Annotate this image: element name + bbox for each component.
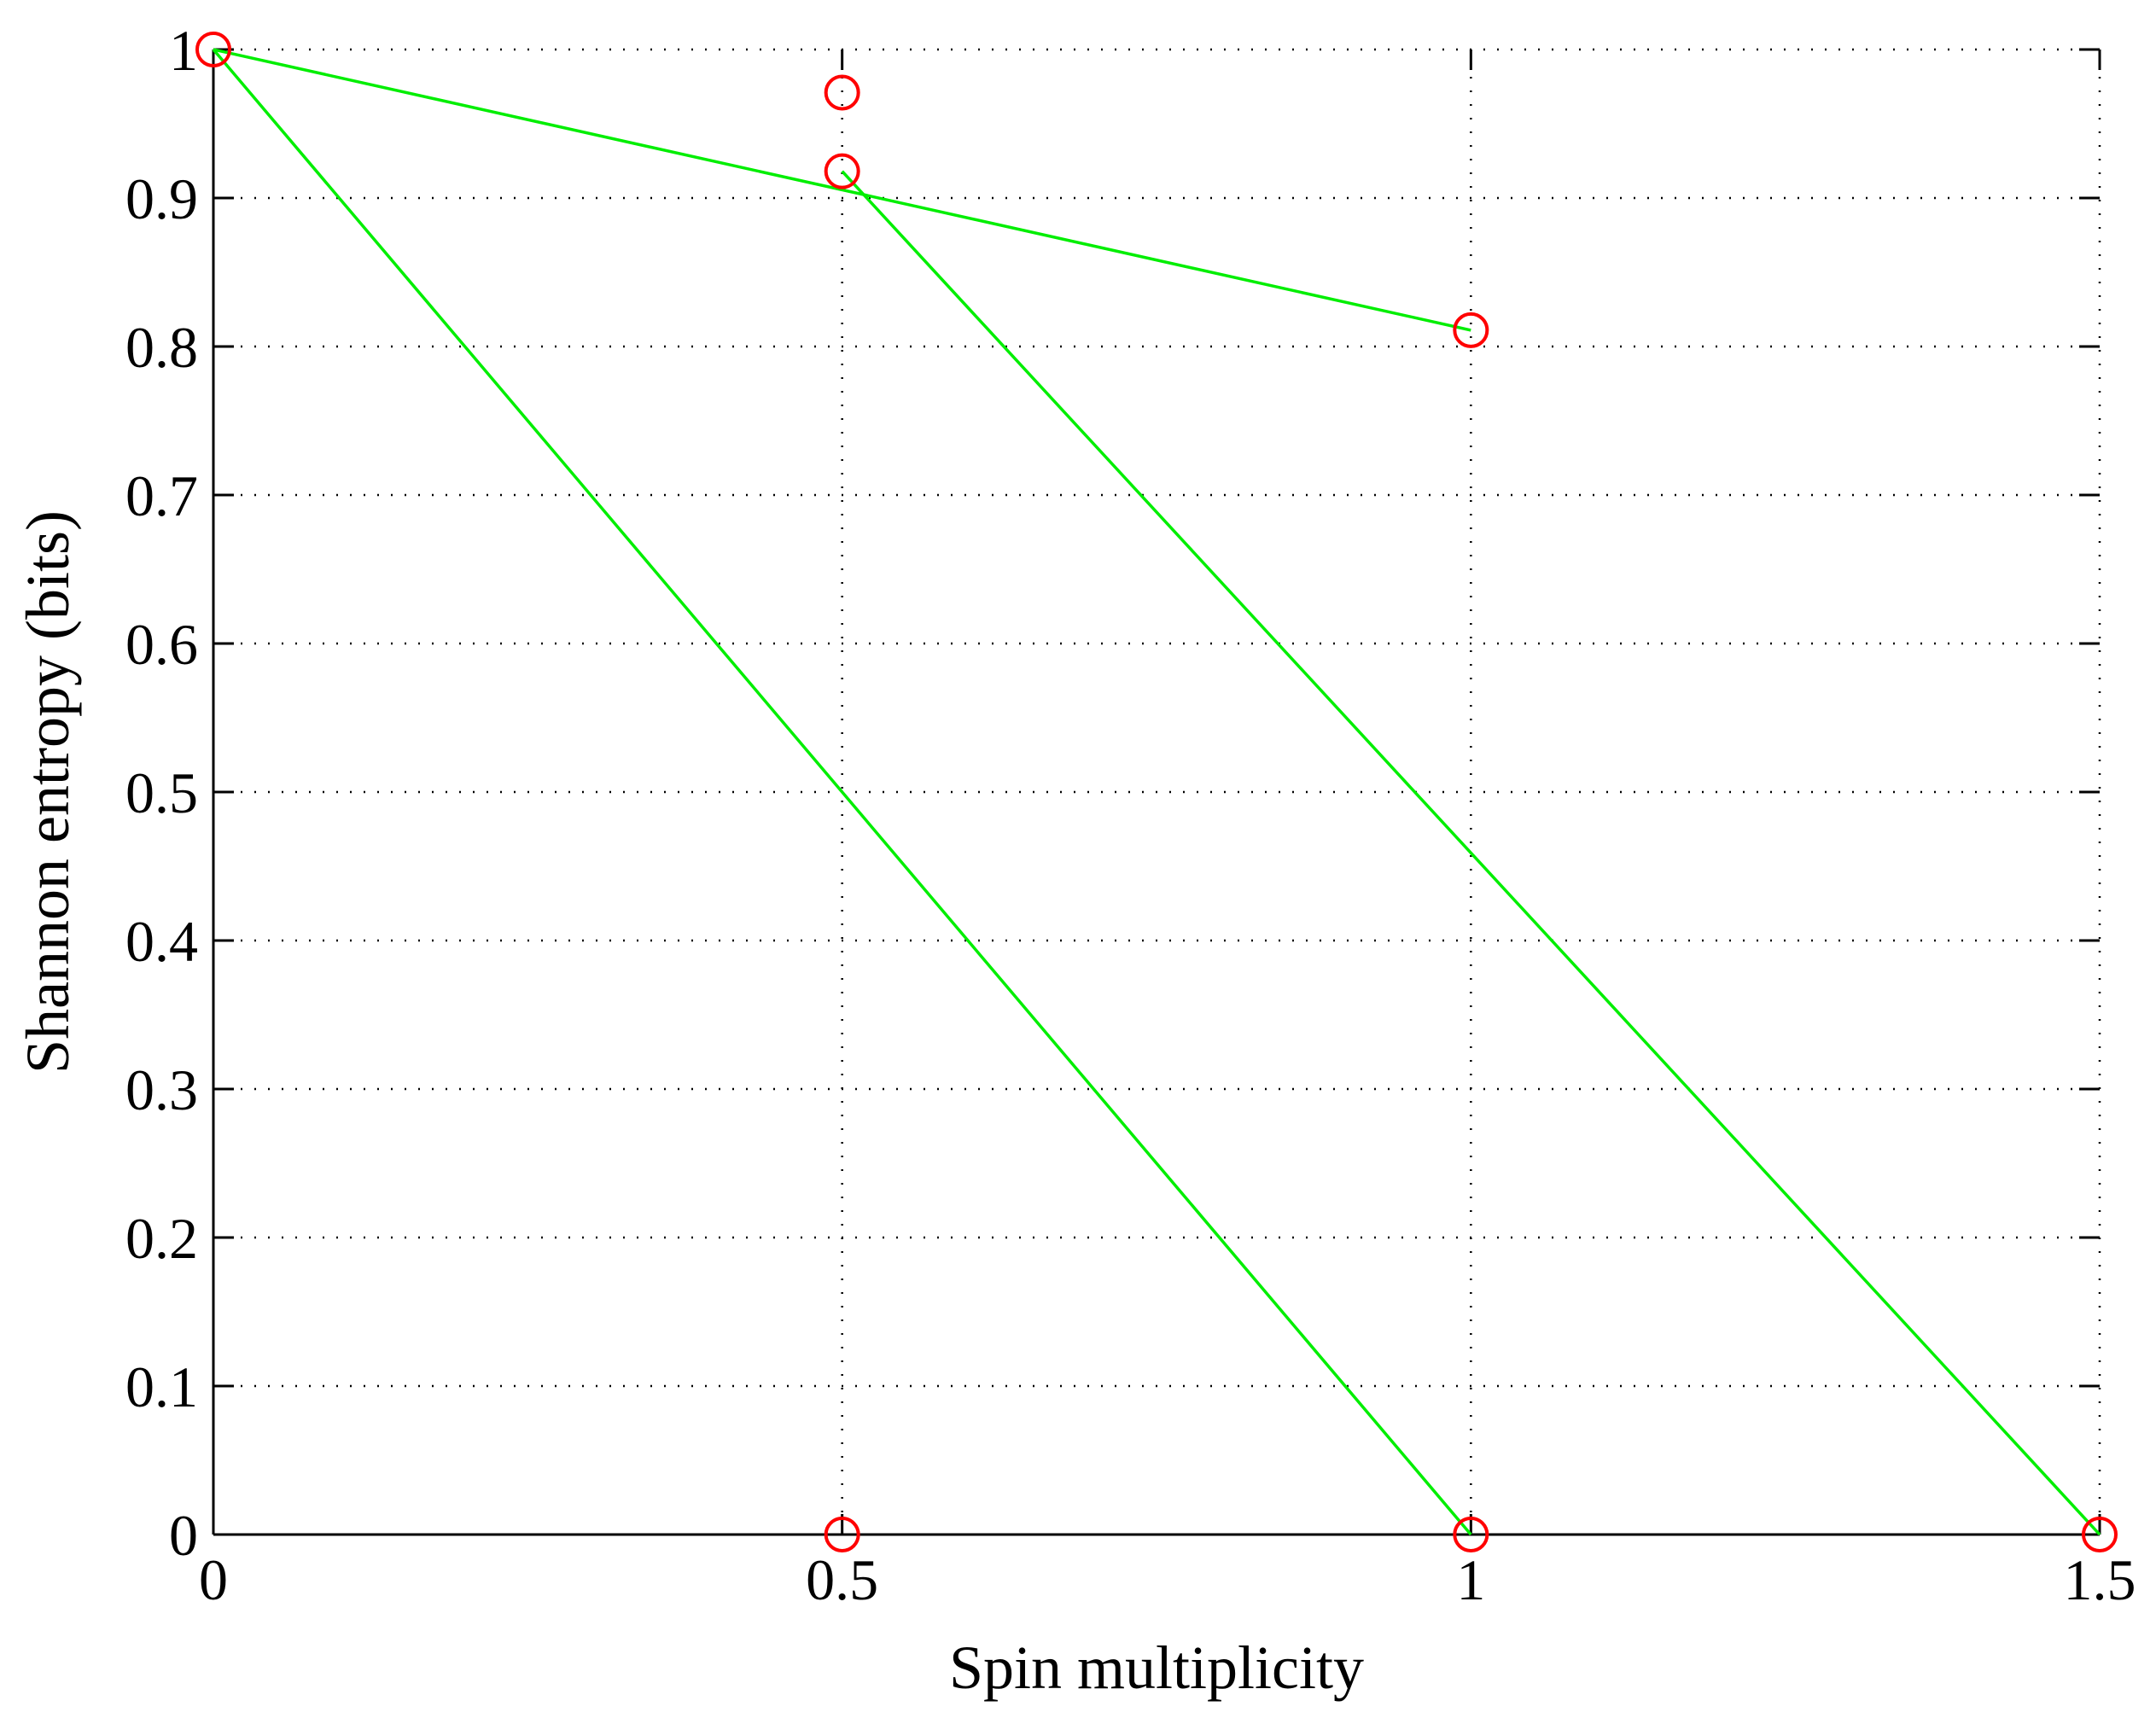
x-axis-label: Spin multiplicity <box>949 1634 1364 1702</box>
x-tick-label: 1.5 <box>2064 1547 2136 1612</box>
y-tick-label: 0.1 <box>125 1354 198 1419</box>
series-line-2 <box>212 48 1472 1536</box>
y-tick-label: 0.2 <box>125 1206 198 1271</box>
points-layer <box>195 32 2118 1552</box>
y-tick-label: 0 <box>169 1503 198 1568</box>
data-point <box>824 153 860 189</box>
y-tick-label: 0.6 <box>125 612 198 677</box>
x-tick-label: 1 <box>1456 1547 1485 1612</box>
y-tick-label: 0.4 <box>125 909 198 974</box>
x-tick-label: 0 <box>199 1547 228 1612</box>
y-tick-label: 0.8 <box>125 315 198 380</box>
grid-layer <box>213 48 2101 1535</box>
data-point <box>1453 312 1489 348</box>
lines-layer <box>212 48 2101 1536</box>
y-tick-label: 1 <box>169 18 198 83</box>
data-point <box>824 1517 860 1552</box>
axes-layer: 0 0.5 1 1.5 0 0.1 0.2 0.3 0.4 0.5 0.6 0.7 0.8 0.9 1 <box>125 18 2136 1612</box>
y-tick-label: 0.9 <box>125 166 198 231</box>
series-line-3 <box>841 170 2101 1536</box>
y-tick-label: 0.5 <box>125 760 198 825</box>
y-tick-label: 0.7 <box>125 463 198 528</box>
data-point <box>824 74 860 111</box>
y-tick-label: 0.3 <box>125 1057 198 1122</box>
y-axis-label: Shannon entropy (bits) <box>14 510 82 1074</box>
data-point <box>1453 1517 1489 1552</box>
data-point <box>2082 1517 2118 1552</box>
labels-layer: Spin multiplicity Shannon entropy (bits) <box>14 510 1364 1702</box>
data-point <box>195 32 231 67</box>
x-tick-label: 0.5 <box>806 1547 878 1612</box>
series-line-1 <box>213 48 1471 332</box>
